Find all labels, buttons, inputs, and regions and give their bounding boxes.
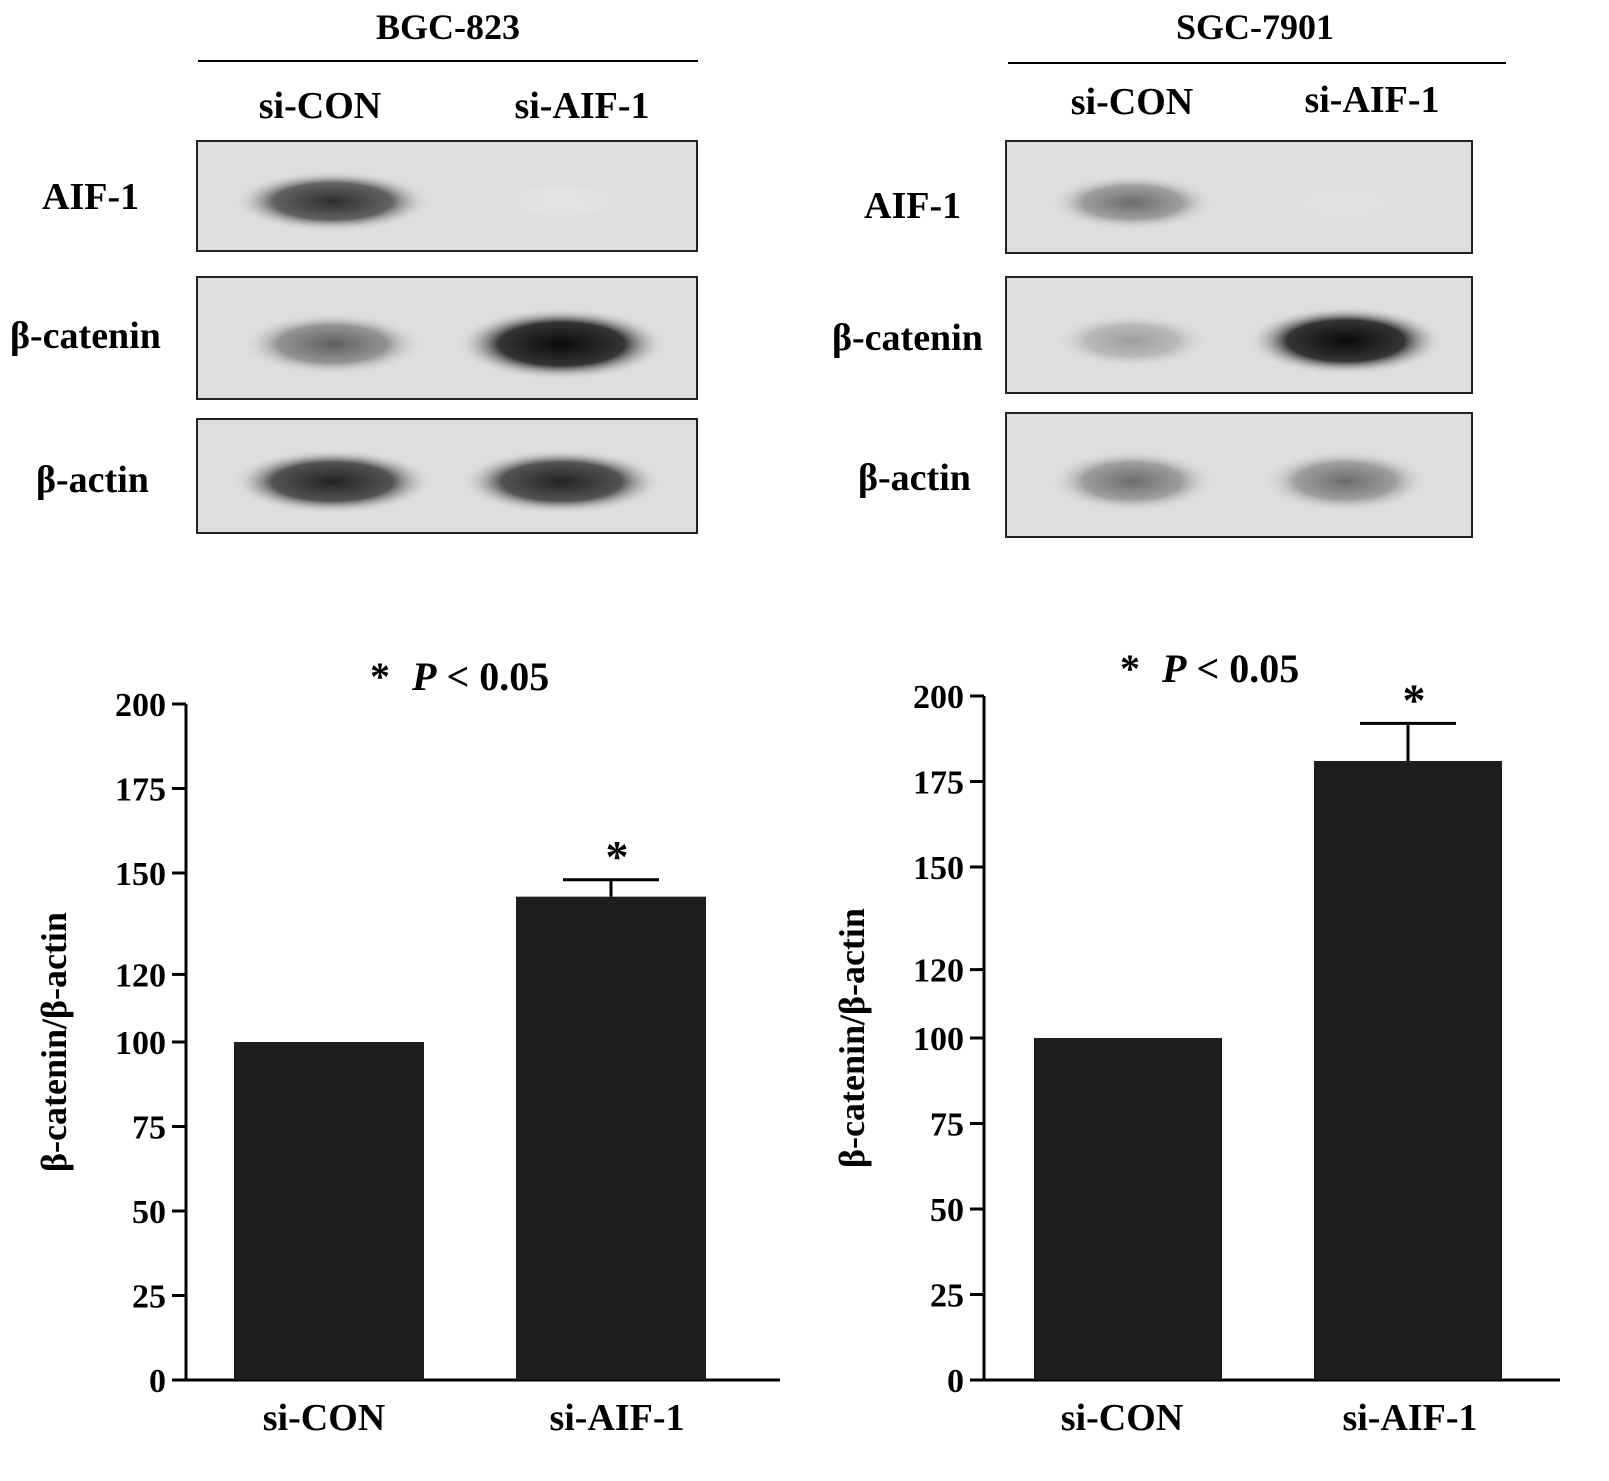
blot-band xyxy=(1055,314,1210,368)
x-category-label: si-AIF-1 xyxy=(549,1397,684,1439)
y-tick-label: 25 xyxy=(132,1279,166,1316)
blot-band xyxy=(233,170,432,232)
blot-strip-aif1 xyxy=(1005,140,1473,254)
blot-strip-beta-catenin xyxy=(1005,276,1473,394)
blot-band xyxy=(1248,306,1444,375)
blot-title-rule-bgc823 xyxy=(198,60,698,62)
lane-label-si-aif1: si-AIF-1 xyxy=(1304,79,1440,121)
y-tick-label: 150 xyxy=(913,850,964,887)
bar xyxy=(516,896,706,1380)
blot-row-label-beta-actin: β-actin xyxy=(858,457,971,499)
x-category-label: si-CON xyxy=(1061,1397,1183,1439)
blot-strip-beta-actin xyxy=(1005,412,1473,538)
bar-chart-bgc823: 0 25 50 75 100 120 150 175 200 β-catenin/β-actin s… xyxy=(34,654,780,1439)
y-tick-label: 120 xyxy=(115,957,166,994)
lane-label-si-aif1: si-AIF-1 xyxy=(514,85,650,127)
significance-star: * xyxy=(606,831,629,882)
blot-row-label-beta-catenin: β-catenin xyxy=(10,315,161,357)
y-axis-label: β-catenin/β-actin xyxy=(34,912,74,1172)
blot-band xyxy=(241,313,424,375)
x-category-label: si-CON xyxy=(263,1397,385,1439)
bar xyxy=(1314,760,1502,1380)
blot-row-label-aif1: AIF-1 xyxy=(42,176,140,218)
y-axis-label: β-catenin/β-actin xyxy=(832,908,872,1168)
blot-band xyxy=(460,449,663,514)
lane-label-si-con: si-CON xyxy=(1070,81,1194,123)
blot-title-rule-sgc7901 xyxy=(1008,62,1506,64)
lane-label-si-con: si-CON xyxy=(258,85,382,127)
y-tick-label: 100 xyxy=(913,1021,964,1058)
blot-band xyxy=(1049,450,1215,512)
y-tick-label: 120 xyxy=(913,953,964,990)
y-tick-label: 50 xyxy=(930,1192,964,1229)
y-tick-label: 100 xyxy=(115,1025,166,1062)
blot-band xyxy=(1263,450,1429,512)
blot-band xyxy=(456,308,667,380)
y-tick-label: 75 xyxy=(930,1107,964,1144)
y-tick-label: 75 xyxy=(132,1110,166,1147)
bar-chart-sgc7901: 0 25 50 75 100 120 150 175 200 β-catenin/β-actin s… xyxy=(832,646,1560,1439)
blot-band xyxy=(1049,174,1215,231)
blot-row-label-aif1: AIF-1 xyxy=(864,185,962,227)
y-tick-label: 150 xyxy=(115,856,166,893)
y-tick-label: 0 xyxy=(149,1363,166,1400)
bar xyxy=(234,1042,424,1380)
bar xyxy=(1034,1038,1222,1380)
blot-title-bgc823: BGC-823 xyxy=(376,7,520,47)
y-tick-label: 50 xyxy=(132,1194,166,1231)
blot-strip-aif1 xyxy=(196,140,698,252)
significance-star: * xyxy=(1403,674,1426,725)
y-tick-label: 175 xyxy=(913,765,964,802)
y-tick-label: 175 xyxy=(115,772,166,809)
y-tick-label: 200 xyxy=(115,687,166,724)
blot-band xyxy=(231,449,434,514)
p-value-annotation: * P < 0.05 xyxy=(1120,646,1299,691)
blot-strip-beta-actin xyxy=(196,418,698,534)
p-value-annotation: * P < 0.05 xyxy=(370,654,549,699)
blot-row-label-beta-actin: β-actin xyxy=(36,459,149,501)
x-category-label: si-AIF-1 xyxy=(1342,1397,1477,1439)
blot-row-label-beta-catenin: β-catenin xyxy=(832,317,983,359)
y-tick-label: 25 xyxy=(930,1278,964,1315)
blot-band xyxy=(493,180,630,222)
blot-strip-beta-catenin xyxy=(196,276,698,400)
y-tick-label: 200 xyxy=(913,679,964,716)
y-tick-label: 0 xyxy=(947,1363,964,1400)
blot-band xyxy=(1281,181,1410,224)
blot-title-sgc7901: SGC-7901 xyxy=(1175,7,1334,47)
